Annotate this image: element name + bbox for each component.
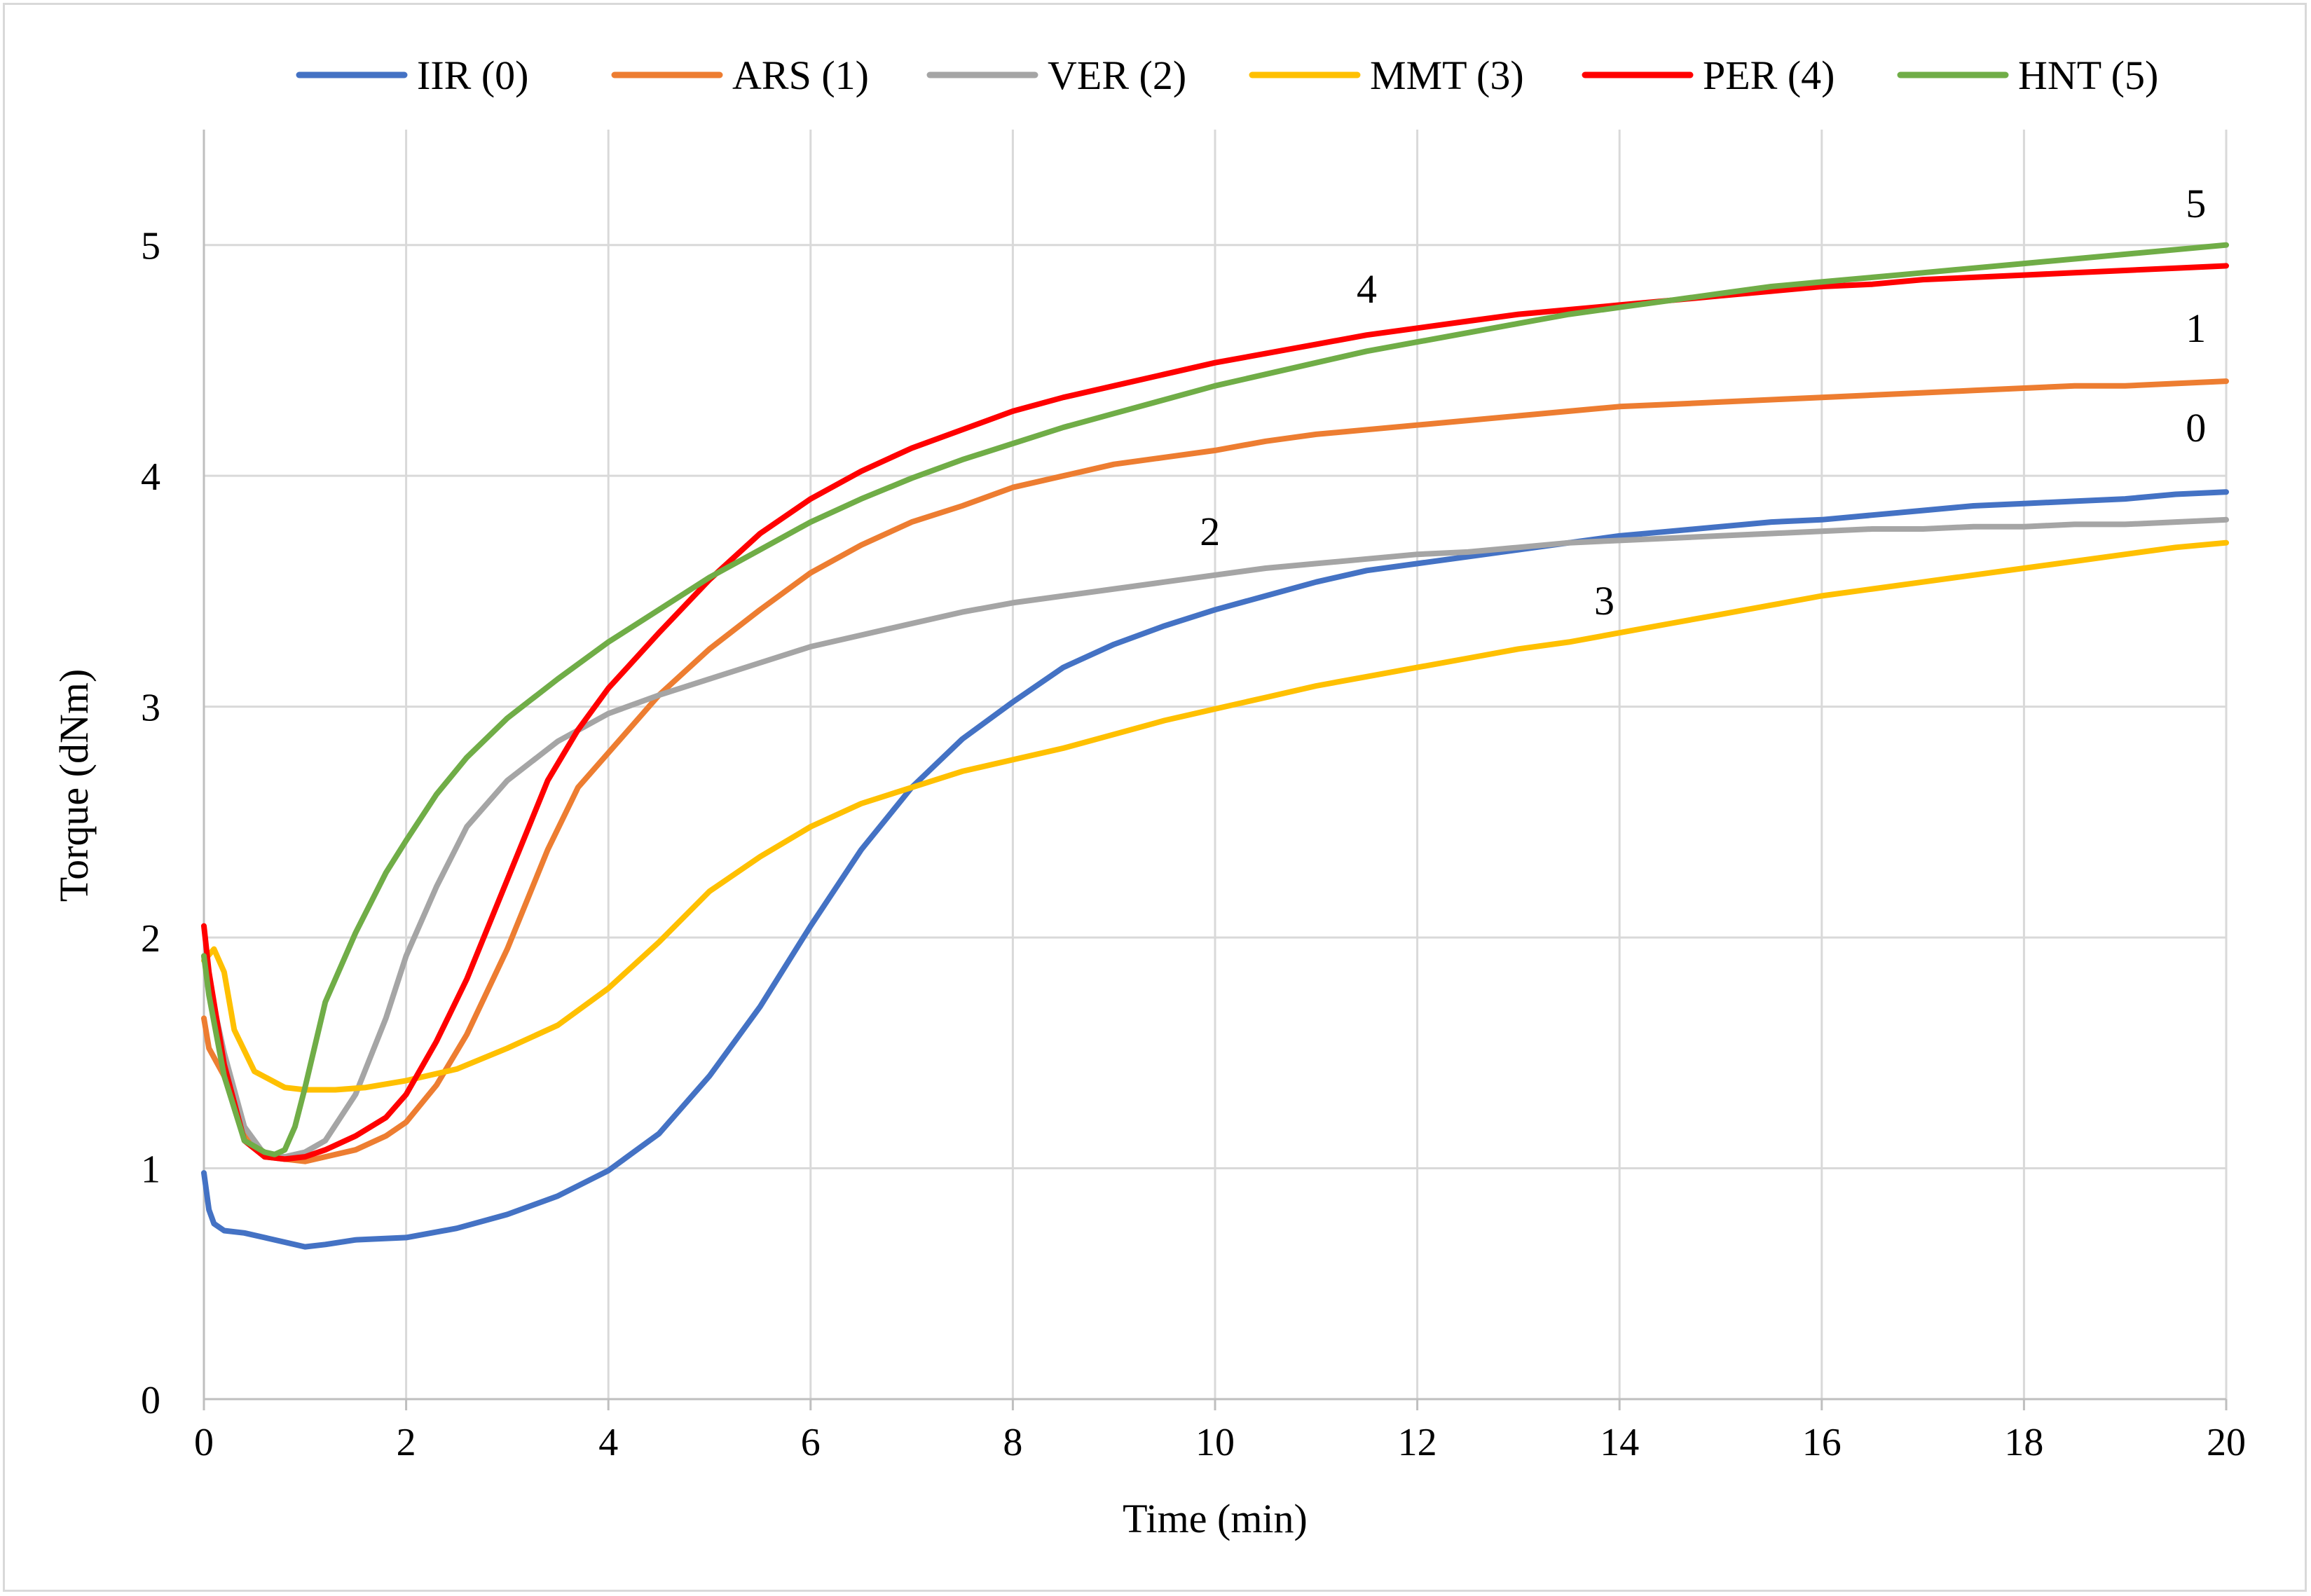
x-tick-label: 4 bbox=[598, 1421, 618, 1464]
y-axis-title: Torque (dNm) bbox=[51, 669, 97, 902]
legend-label: MMT (3) bbox=[1370, 53, 1524, 98]
x-axis-title: Time (min) bbox=[1123, 1496, 1308, 1541]
x-tick-label: 18 bbox=[2004, 1421, 2043, 1464]
y-tick-label: 5 bbox=[141, 225, 160, 268]
legend-label: PER (4) bbox=[1703, 53, 1835, 98]
legend-label: ARS (1) bbox=[732, 53, 869, 98]
series-line-per bbox=[201, 263, 2229, 1162]
y-tick-label: 3 bbox=[141, 687, 160, 730]
y-tick-label: 4 bbox=[141, 455, 160, 499]
series-line-ars bbox=[201, 378, 2229, 1164]
series-line-mmt bbox=[201, 539, 2229, 1093]
grid-layer bbox=[204, 130, 2228, 1399]
legend-label: HNT (5) bbox=[2018, 53, 2158, 98]
series-annotation-label: 5 bbox=[2186, 181, 2206, 226]
annotation-layer: 0 1 2 3 4 5 bbox=[1200, 181, 2206, 624]
series-annotation-label: 4 bbox=[1357, 266, 1377, 312]
legend: IIR (0) ARS (1) VER (2) MMT (3) PER (4) HNT (… bbox=[296, 53, 2158, 98]
x-tick-label: 6 bbox=[801, 1421, 821, 1464]
series-annotation-label: 1 bbox=[2186, 305, 2206, 351]
series-line-iir bbox=[201, 489, 2229, 1250]
series-layer bbox=[201, 242, 2229, 1250]
x-tick-label: 12 bbox=[1398, 1421, 1437, 1464]
y-tick-label: 1 bbox=[141, 1148, 160, 1192]
legend-label: IIR (0) bbox=[417, 53, 528, 98]
y-tick-label: 2 bbox=[141, 917, 160, 961]
x-tick-label: 16 bbox=[1802, 1421, 1842, 1464]
x-tick-label: 10 bbox=[1195, 1421, 1235, 1464]
series-line-ver bbox=[201, 516, 2229, 1160]
series-annotation-label: 3 bbox=[1594, 578, 1614, 624]
x-tick-label: 0 bbox=[194, 1421, 214, 1464]
legend-label: VER (2) bbox=[1048, 53, 1186, 98]
x-tick-label: 20 bbox=[2207, 1421, 2246, 1464]
series-annotation-label: 0 bbox=[2186, 405, 2206, 450]
series-annotation-label: 2 bbox=[1200, 509, 1220, 554]
y-tick-label: 0 bbox=[141, 1379, 160, 1422]
x-tick-label: 8 bbox=[1003, 1421, 1022, 1464]
x-tick-label: 2 bbox=[397, 1421, 416, 1464]
series-line-hnt bbox=[201, 242, 2229, 1157]
x-tick-label: 14 bbox=[1600, 1421, 1639, 1464]
